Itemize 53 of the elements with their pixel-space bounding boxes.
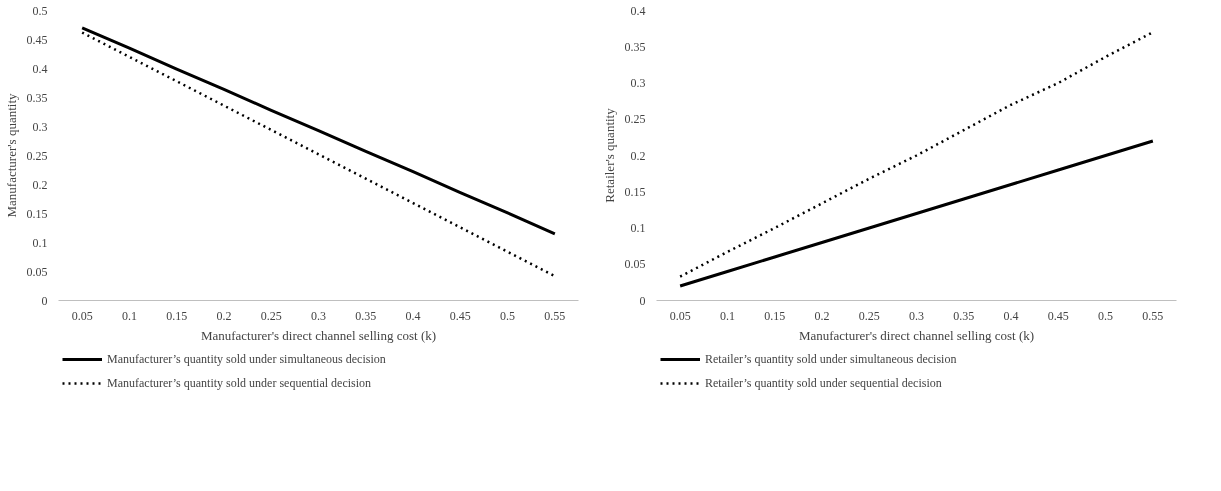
x-tick-label: 0.45 <box>449 308 471 323</box>
x-tick-label: 0.35 <box>355 308 377 323</box>
legend-label: Manufacturer’s quantity sold under simultaneous decision <box>107 351 386 367</box>
y-axis-title: Manufacturer's quantity <box>3 93 19 218</box>
y-tick-label: 0.5 <box>32 3 48 18</box>
x-tick-label: 0.15 <box>166 308 188 323</box>
y-tick-label: 0.2 <box>32 177 48 192</box>
x-tick-label: 0.4 <box>1003 308 1019 323</box>
x-tick-label: 0.25 <box>858 308 880 323</box>
x-tick-label: 0.35 <box>953 308 975 323</box>
y-tick-label: 0 <box>41 293 48 308</box>
x-tick-label: 0.45 <box>1047 308 1069 323</box>
x-tick-label: 0.2 <box>814 308 830 323</box>
y-tick-label: 0.4 <box>630 3 646 18</box>
y-tick-label: 0.25 <box>26 148 48 163</box>
x-axis-title: Manufacturer's direct channel selling cost (k) <box>200 327 437 343</box>
x-tick-label: 0.1 <box>719 308 735 323</box>
x-tick-label: 0.25 <box>260 308 282 323</box>
x-tick-label: 0.1 <box>121 308 137 323</box>
y-tick-label: 0.05 <box>26 264 48 279</box>
y-tick-label: 0.3 <box>630 76 646 90</box>
x-tick-label: 0.05 <box>71 308 93 323</box>
y-tick-label: 0.25 <box>624 112 646 127</box>
x-tick-label: 0.2 <box>216 308 232 323</box>
legend-label: Manufacturer’s quantity sold under sequential decision <box>107 375 372 391</box>
y-axis-title: Retailer's quantity <box>601 107 617 203</box>
y-tick-label: 0.15 <box>26 206 48 221</box>
y-tick-label: 0.1 <box>32 235 48 250</box>
x-tick-label: 0.4 <box>405 308 421 323</box>
line-series <box>80 26 557 236</box>
y-tick-label: 0.45 <box>26 32 48 47</box>
y-tick-label: 0.35 <box>624 39 646 54</box>
x-tick-label: 0.3 <box>909 308 924 323</box>
y-tick-label: 0 <box>639 293 646 308</box>
x-tick-label: 0.05 <box>669 308 691 323</box>
y-tick-label: 0.35 <box>26 90 48 105</box>
legend-label: Retailer’s quantity sold under sequential decision <box>705 375 942 391</box>
line-series <box>678 139 1155 288</box>
y-tick-label: 0.15 <box>624 184 646 199</box>
x-tick-label: 0.3 <box>311 308 326 323</box>
x-axis-title: Manufacturer's direct channel selling cost (k) <box>798 327 1035 343</box>
y-tick-label: 0.2 <box>630 148 646 163</box>
y-tick-label: 0.3 <box>32 119 48 134</box>
y-tick-label: 0.05 <box>624 257 646 272</box>
y-tick-label: 0.1 <box>630 221 646 235</box>
x-tick-label: 0.55 <box>1142 308 1164 323</box>
legend-label: Retailer’s quantity sold under simultaneous decision <box>705 351 957 367</box>
y-tick-label: 0.4 <box>32 61 48 76</box>
x-tick-label: 0.5 <box>1098 308 1114 323</box>
x-tick-label: 0.5 <box>500 308 516 323</box>
x-tick-label: 0.15 <box>764 308 786 323</box>
x-tick-label: 0.55 <box>544 308 566 323</box>
line-series <box>80 31 557 278</box>
